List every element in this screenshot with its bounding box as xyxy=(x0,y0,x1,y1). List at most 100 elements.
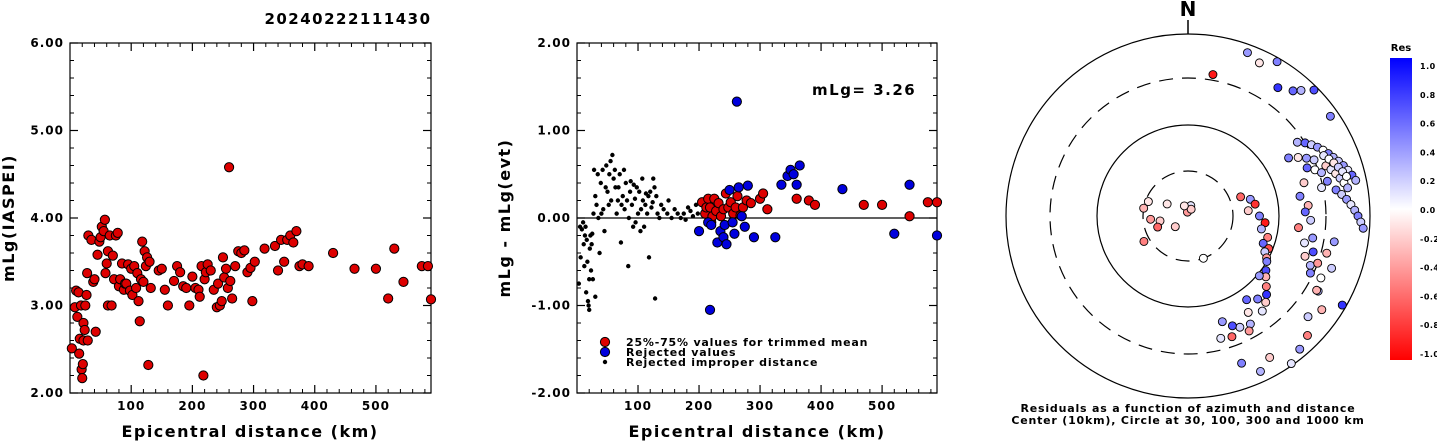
colorbar-tick-label: -0.6 xyxy=(1420,292,1437,301)
data-point-black xyxy=(624,198,630,203)
station-residual-point xyxy=(1299,178,1309,188)
station-residual-point xyxy=(1243,48,1252,58)
data-point-red xyxy=(162,300,173,311)
station-residual-point xyxy=(1139,236,1149,246)
data-point-red xyxy=(791,193,802,204)
station-residual-point xyxy=(1237,358,1247,368)
station-residual-point xyxy=(1295,191,1305,201)
station-residual-point xyxy=(1235,322,1245,332)
station-residual-point xyxy=(1306,215,1316,225)
data-point-red xyxy=(134,316,145,327)
station-residual-point xyxy=(1295,344,1305,354)
data-point-red xyxy=(220,263,232,274)
data-point-black xyxy=(617,172,622,177)
x-tick-label: 500 xyxy=(868,399,896,413)
data-point-black xyxy=(580,220,586,225)
data-point-red xyxy=(745,198,756,209)
station-residual-point xyxy=(1257,306,1267,316)
data-point-black xyxy=(646,255,652,260)
station-residual-point xyxy=(1243,307,1253,317)
plot1-xlabel: Epicentral distance (km) xyxy=(121,422,378,441)
data-point-red xyxy=(758,188,769,199)
legend-label: Rejected values xyxy=(626,346,736,359)
station-residual-point xyxy=(1255,211,1264,221)
station-residual-point xyxy=(1305,268,1315,278)
residual-colorbar: Res 1.0 0.8 0.6 0.4 0.2 0.0 -0.2 -0.4 -0.6 -0.8 -1… xyxy=(1390,43,1437,360)
x-tick-label: 100 xyxy=(117,399,145,413)
plot1-ylabel: mLg(IASPEI) xyxy=(0,154,18,282)
data-point-black xyxy=(593,193,598,199)
station-residual-point xyxy=(1292,137,1302,147)
data-point-black xyxy=(590,277,596,282)
colorbar-gradient xyxy=(1390,58,1412,360)
station-residual-point xyxy=(1313,258,1323,268)
data-point-black xyxy=(611,176,616,181)
map-caption-line2: Center (10km), Circle at 30, 100, 300 an… xyxy=(1011,414,1364,427)
data-point-black xyxy=(582,263,587,269)
data-point-black xyxy=(632,196,638,201)
station-residual-point xyxy=(1293,152,1303,162)
data-point-red xyxy=(77,373,88,384)
data-point-black xyxy=(675,211,680,216)
station-residual-point xyxy=(1302,163,1312,173)
station-residual-point xyxy=(1258,238,1268,248)
station-residual-point xyxy=(1208,70,1218,79)
colorbar-tick-label: -0.4 xyxy=(1420,264,1437,273)
data-point-red xyxy=(168,275,180,287)
data-point-red xyxy=(288,237,299,248)
data-point-black xyxy=(587,277,592,282)
colorbar-tick-label: 1.0 xyxy=(1420,62,1436,71)
data-point-red xyxy=(101,258,112,269)
data-point-red xyxy=(389,243,400,254)
y-tick-label: 4.00 xyxy=(30,211,64,225)
data-point-black xyxy=(602,228,607,234)
data-point-blue xyxy=(776,179,787,190)
data-point-black xyxy=(683,217,688,222)
data-point-black xyxy=(637,189,642,194)
data-point-blue xyxy=(837,184,848,195)
station-residual-point xyxy=(1262,257,1272,266)
data-point-red xyxy=(858,199,869,210)
data-point-black xyxy=(581,242,586,247)
data-point-red xyxy=(762,204,773,215)
data-point-black xyxy=(629,202,635,208)
data-point-red xyxy=(904,211,915,222)
data-point-black xyxy=(576,281,582,286)
data-point-black xyxy=(614,211,619,216)
data-point-black xyxy=(650,200,655,205)
station-residual-point xyxy=(1146,214,1156,224)
data-point-black xyxy=(672,207,677,212)
data-point-black xyxy=(693,202,699,208)
data-point-red xyxy=(92,249,103,260)
data-point-black xyxy=(583,290,589,295)
data-point-red xyxy=(79,324,90,336)
data-point-blue xyxy=(770,232,781,243)
data-point-blue xyxy=(794,160,805,171)
station-residual-point xyxy=(1303,312,1313,322)
y-tick-label: 2.00 xyxy=(30,386,64,400)
x-tick-label: 400 xyxy=(301,399,329,413)
circle-300km xyxy=(1049,77,1327,355)
data-point-red xyxy=(212,278,224,289)
station-residual-point xyxy=(1309,85,1319,95)
data-point-black xyxy=(599,211,604,216)
station-residual-point xyxy=(1286,359,1296,369)
station-residual-point xyxy=(1358,223,1368,233)
data-point-red xyxy=(82,335,93,346)
station-residual-point xyxy=(1308,247,1318,257)
data-point-black xyxy=(640,198,646,203)
data-point-black xyxy=(695,211,701,216)
circle-100km xyxy=(1096,124,1280,308)
data-point-black xyxy=(669,215,674,221)
data-point-black xyxy=(596,215,601,221)
data-point-black xyxy=(615,198,621,203)
station-residual-point xyxy=(1217,317,1227,327)
data-point-black xyxy=(648,189,653,194)
station-residual-point xyxy=(1327,263,1337,273)
station-residual-point xyxy=(1312,285,1322,295)
station-residual-point xyxy=(1343,183,1353,193)
data-point-black xyxy=(688,208,693,214)
colorbar-tick-label: 0.6 xyxy=(1420,120,1436,129)
colorbar-title: Res xyxy=(1391,43,1411,54)
